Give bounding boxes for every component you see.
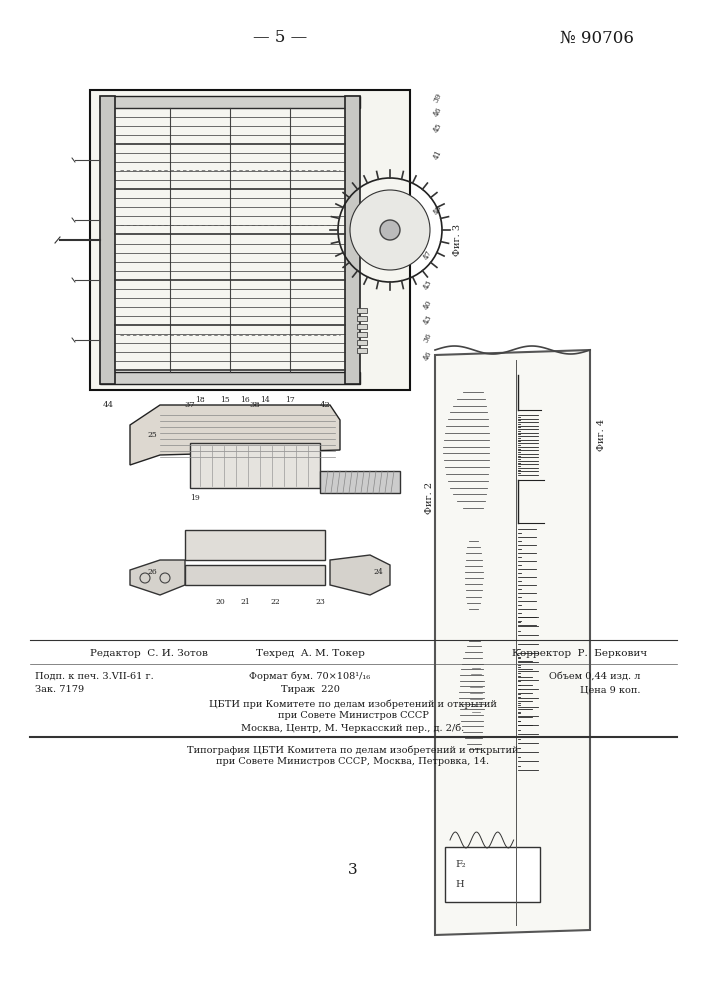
Text: 25: 25 <box>147 431 157 439</box>
Text: 39: 39 <box>432 92 444 104</box>
Bar <box>185 530 325 560</box>
Text: 14: 14 <box>260 396 270 404</box>
Bar <box>357 308 367 313</box>
Text: Фиг. 4: Фиг. 4 <box>597 419 607 451</box>
Text: 46: 46 <box>432 106 444 118</box>
Bar <box>357 332 367 337</box>
Text: 26: 26 <box>147 568 157 576</box>
Bar <box>185 565 325 585</box>
Text: Тираж  220: Тираж 220 <box>281 686 339 694</box>
Text: 19: 19 <box>190 494 200 502</box>
Text: H: H <box>455 880 464 889</box>
Text: — 5 —: — 5 — <box>253 29 307 46</box>
Text: 38: 38 <box>250 401 260 409</box>
Text: 17: 17 <box>285 396 295 404</box>
Bar <box>320 471 400 493</box>
Polygon shape <box>130 405 340 465</box>
Circle shape <box>380 220 400 240</box>
Bar <box>90 90 410 390</box>
Text: Формат бум. 70×108¹/₁₆: Формат бум. 70×108¹/₁₆ <box>250 671 370 681</box>
Text: Цена 9 коп.: Цена 9 коп. <box>580 686 640 694</box>
Text: при Совете Министров СССР: при Совете Министров СССР <box>278 712 428 720</box>
Text: Техред  А. М. Токер: Техред А. М. Токер <box>255 650 364 658</box>
Text: 23: 23 <box>315 598 325 606</box>
Text: 44: 44 <box>103 401 114 409</box>
Text: 46: 46 <box>422 350 433 362</box>
Text: F₂: F₂ <box>455 860 466 869</box>
Text: 40: 40 <box>422 299 433 311</box>
Bar <box>100 96 115 384</box>
Text: 36: 36 <box>422 332 433 344</box>
Polygon shape <box>330 555 390 595</box>
Text: 21: 21 <box>240 598 250 606</box>
Text: 24: 24 <box>373 568 383 576</box>
Text: ЦБТИ при Комитете по делам изобретений и открытий: ЦБТИ при Комитете по делам изобретений и… <box>209 699 497 709</box>
Polygon shape <box>130 560 185 595</box>
Text: № 90706: № 90706 <box>560 29 634 46</box>
Text: Типография ЦБТИ Комитета по делам изобретений и открытий: Типография ЦБТИ Комитета по делам изобре… <box>187 745 519 755</box>
Bar <box>345 96 360 384</box>
Bar <box>100 96 360 108</box>
Bar <box>445 847 540 902</box>
Text: 42: 42 <box>320 401 330 409</box>
Bar <box>357 348 367 353</box>
Text: 48: 48 <box>432 204 444 216</box>
Text: 18: 18 <box>195 396 205 404</box>
Text: при Совете Министров СССР, Москва, Петровка, 14.: при Совете Министров СССР, Москва, Петро… <box>216 758 489 766</box>
Text: Зак. 7179: Зак. 7179 <box>35 686 84 694</box>
Text: 47: 47 <box>422 249 433 261</box>
Text: Редактор  С. И. Зотов: Редактор С. И. Зотов <box>90 650 208 658</box>
Text: Корректор  Р.  Беркович: Корректор Р. Беркович <box>513 650 648 658</box>
Text: 3: 3 <box>348 863 358 877</box>
Text: 22: 22 <box>270 598 280 606</box>
Bar <box>190 443 320 488</box>
Text: 20: 20 <box>215 598 225 606</box>
Text: 37: 37 <box>185 401 195 409</box>
Text: 16: 16 <box>240 396 250 404</box>
Polygon shape <box>435 350 590 935</box>
Bar <box>357 316 367 321</box>
Text: Фиг. 3: Фиг. 3 <box>453 224 462 256</box>
Bar <box>357 324 367 329</box>
Text: 43: 43 <box>422 314 433 326</box>
Bar <box>100 372 360 384</box>
Text: 41: 41 <box>432 149 444 161</box>
Text: 43: 43 <box>422 279 433 291</box>
Text: Объем 0,44 изд. л: Объем 0,44 изд. л <box>549 672 640 680</box>
Text: 15: 15 <box>220 396 230 404</box>
Text: Подп. к печ. 3.VII-61 г.: Подп. к печ. 3.VII-61 г. <box>35 672 153 680</box>
Text: Фиг. 2: Фиг. 2 <box>426 482 435 514</box>
Text: 45: 45 <box>432 122 444 134</box>
Circle shape <box>350 190 430 270</box>
Bar <box>357 340 367 345</box>
Text: Москва, Центр, М. Черкасский пер., д. 2/б.: Москва, Центр, М. Черкасский пер., д. 2/… <box>241 723 464 733</box>
